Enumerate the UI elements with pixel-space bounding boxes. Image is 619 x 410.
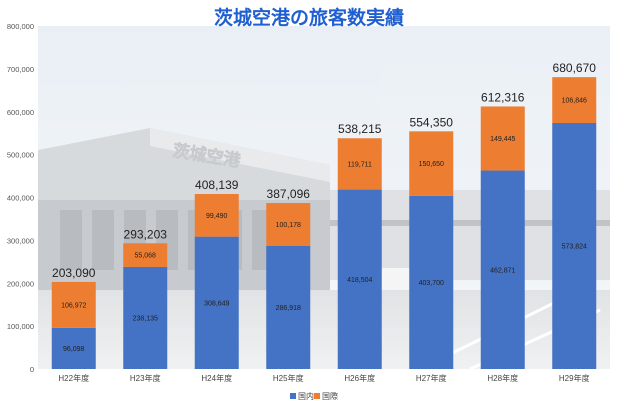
y-tick-label: 200,000 bbox=[7, 279, 34, 288]
total-label: 293,203 bbox=[124, 227, 168, 241]
data-label-international: 106,846 bbox=[562, 98, 587, 105]
y-tick-label: 500,000 bbox=[7, 151, 34, 160]
x-axis: H22年度 H23年度 H24年度 H25年度 H26年度 H27年度 H28年度 H29年度 bbox=[58, 373, 589, 383]
legend: 国内 国際 bbox=[290, 391, 338, 401]
x-tick-label: H22年度 bbox=[58, 373, 89, 383]
x-tick-label: H27年度 bbox=[416, 373, 447, 383]
legend-label-international: 国際 bbox=[322, 391, 338, 401]
legend-swatch-domestic bbox=[290, 393, 296, 399]
data-label-international: 119,711 bbox=[348, 161, 372, 168]
legend-label-domestic: 国内 bbox=[298, 391, 314, 401]
data-label-domestic: 96,098 bbox=[63, 346, 85, 353]
total-label: 203,090 bbox=[52, 266, 96, 280]
x-tick-label: H23年度 bbox=[130, 373, 161, 383]
y-tick-label: 800,000 bbox=[7, 22, 34, 31]
data-label-domestic: 403,700 bbox=[419, 280, 444, 287]
total-label: 612,316 bbox=[481, 90, 525, 104]
y-tick-label: 100,000 bbox=[7, 322, 34, 331]
total-label: 554,350 bbox=[410, 115, 454, 129]
data-label-international: 149,445 bbox=[490, 136, 515, 143]
bar-domestic bbox=[337, 189, 382, 369]
data-label-international: 99,490 bbox=[206, 213, 228, 220]
y-axis: 0 100,000 200,000 300,000 400,000 500,000 600,… bbox=[7, 22, 34, 374]
chart-title: 茨城空港の旅客数実績 bbox=[214, 6, 404, 29]
bar-labels: 96,098 106,972 203,090 238,135 55,068 293,203… bbox=[52, 61, 596, 353]
data-label-international: 150,650 bbox=[419, 161, 444, 168]
data-label-domestic: 462,871 bbox=[490, 267, 515, 274]
data-label-domestic: 418,504 bbox=[347, 277, 372, 284]
bar-domestic bbox=[194, 236, 239, 369]
bar-international bbox=[409, 131, 454, 196]
x-tick-label: H26年度 bbox=[344, 373, 375, 383]
x-tick-label: H29年度 bbox=[559, 373, 590, 383]
y-tick-label: 0 bbox=[30, 365, 34, 374]
bar-international bbox=[480, 106, 525, 171]
bar-domestic bbox=[409, 195, 454, 369]
data-label-international: 106,972 bbox=[61, 302, 86, 309]
x-tick-label: H25年度 bbox=[273, 373, 304, 383]
bar-international bbox=[337, 138, 382, 190]
data-label-domestic: 286,918 bbox=[276, 305, 301, 312]
bar-international bbox=[194, 194, 239, 237]
total-label: 387,096 bbox=[267, 187, 311, 201]
bars bbox=[51, 77, 597, 369]
bar-international bbox=[552, 77, 597, 123]
bar-domestic bbox=[51, 327, 96, 369]
y-tick-label: 700,000 bbox=[7, 65, 34, 74]
bar-domestic bbox=[123, 266, 168, 369]
bar-domestic bbox=[552, 122, 597, 369]
legend-swatch-international bbox=[314, 393, 320, 399]
bar-international bbox=[266, 203, 311, 246]
x-tick-label: H24年度 bbox=[201, 373, 232, 383]
total-label: 408,139 bbox=[195, 178, 239, 192]
data-label-international: 55,068 bbox=[135, 253, 157, 260]
x-tick-label: H28年度 bbox=[487, 373, 518, 383]
data-label-domestic: 308,649 bbox=[204, 300, 229, 307]
y-tick-label: 600,000 bbox=[7, 108, 34, 117]
data-label-domestic: 238,135 bbox=[133, 315, 158, 322]
bar-domestic bbox=[480, 170, 525, 369]
total-label: 680,670 bbox=[553, 61, 597, 75]
bar-international bbox=[51, 281, 96, 328]
bar-domestic bbox=[266, 245, 311, 369]
data-label-domestic: 573,824 bbox=[562, 243, 587, 250]
data-label-international: 100,178 bbox=[276, 222, 301, 229]
bar-international bbox=[123, 243, 168, 267]
y-tick-label: 300,000 bbox=[7, 236, 34, 245]
y-tick-label: 400,000 bbox=[7, 194, 34, 203]
total-label: 538,215 bbox=[338, 122, 382, 136]
